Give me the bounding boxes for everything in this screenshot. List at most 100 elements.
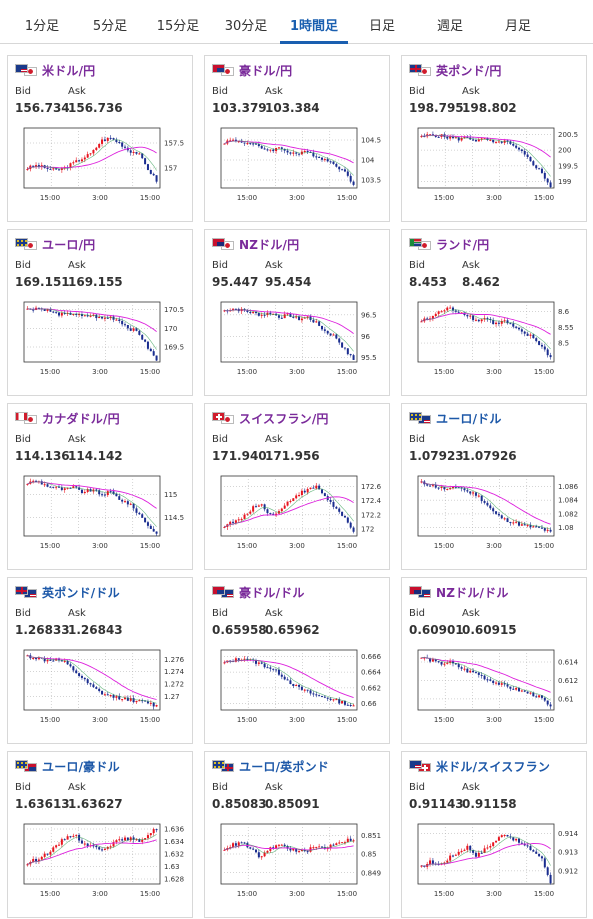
x-tick-label: 3:00 xyxy=(289,542,305,550)
ask-value: 198.802 xyxy=(462,101,517,115)
y-tick-label: 169.5 xyxy=(164,344,184,352)
tab-4[interactable]: 30分足 xyxy=(224,19,268,34)
ask-value: 8.462 xyxy=(462,275,500,289)
tab-7[interactable]: 週足 xyxy=(436,19,463,34)
rate-card[interactable]: カナダドル/円 Bid Ask 114.136 114.142 115 114.5 15:00… xyxy=(7,403,193,570)
tab-8[interactable]: 月足 xyxy=(504,19,531,34)
bid-value: 169.151 xyxy=(15,275,70,289)
bid-label: Bid xyxy=(409,782,425,793)
x-tick-label: 3:00 xyxy=(92,890,108,898)
mini-candle-chart[interactable]: 96.5 96 95.5 15:00 3:00 15:00 xyxy=(211,296,387,392)
pair-link[interactable]: ユーロ/豪ドル xyxy=(15,758,120,774)
y-tick-label: 1.632 xyxy=(164,851,184,859)
rate-card[interactable]: NZドル/円 Bid Ask 95.447 95.454 96.5 96 95.5 15:00 3… xyxy=(204,229,390,396)
rate-card[interactable]: NZドル/ドル Bid Ask 0.60901 0.60915 0.614 0.612 0.6… xyxy=(401,577,587,744)
bid-label: Bid xyxy=(409,260,425,271)
mini-candle-chart[interactable]: 0.851 0.85 0.849 15:00 3:00 15:00 xyxy=(211,818,387,914)
pair-link[interactable]: ランド/円 xyxy=(409,236,489,252)
mini-candle-chart[interactable]: 172.6 172.4 172.2 172 15:00 3:00 15:00 xyxy=(211,470,387,566)
bid-label: Bid xyxy=(15,782,31,793)
x-tick-label: 3:00 xyxy=(289,890,305,898)
ask-label: Ask xyxy=(265,260,283,271)
y-tick-label: 172.6 xyxy=(361,483,382,491)
tab-5[interactable]: 1時間足 xyxy=(280,0,348,44)
mini-candle-chart[interactable]: 200.5 200 199.5 199 15:00 3:00 15:00 xyxy=(408,122,584,218)
y-tick-label: 96.5 xyxy=(361,311,377,319)
ask-value: 171.956 xyxy=(265,449,320,463)
flag-eu-icon xyxy=(15,760,28,769)
rate-card[interactable]: ランド/円 Bid Ask 8.453 8.462 8.6 8.55 8.5 15:00 3:00… xyxy=(401,229,587,396)
y-tick-label: 0.664 xyxy=(361,669,382,677)
y-tick-label: 170 xyxy=(164,325,177,333)
pair-link[interactable]: 米ドル/スイスフラン xyxy=(409,758,550,774)
y-tick-label: 0.612 xyxy=(558,677,578,685)
x-tick-label: 15:00 xyxy=(434,194,454,202)
rate-card[interactable]: 豪ドル/円 Bid Ask 103.379 103.384 104.5 104 103.5 15… xyxy=(204,55,390,222)
pair-name: カナダドル/円 xyxy=(42,411,120,426)
mini-candle-chart[interactable]: 8.6 8.55 8.5 15:00 3:00 15:00 xyxy=(408,296,584,392)
mini-candle-chart[interactable]: 104.5 104 103.5 15:00 3:00 15:00 xyxy=(211,122,387,218)
mini-candle-chart[interactable]: 157.5 157 15:00 3:00 15:00 xyxy=(14,122,190,218)
y-tick-label: 199.5 xyxy=(558,162,578,170)
rate-card[interactable]: 豪ドル/ドル Bid Ask 0.65958 0.65962 0.666 0.664 0.66… xyxy=(204,577,390,744)
mini-candle-chart[interactable]: 115 114.5 15:00 3:00 15:00 xyxy=(14,470,190,566)
pair-link[interactable]: 英ポンド/円 xyxy=(409,62,502,78)
pair-link[interactable]: 豪ドル/ドル xyxy=(212,584,305,600)
rate-card[interactable]: ユーロ/豪ドル Bid Ask 1.63613 1.63627 1.636 1.634 1.6… xyxy=(7,751,193,918)
mini-candle-chart[interactable]: 0.666 0.664 0.662 0.66 15:00 3:00 15:00 xyxy=(211,644,387,740)
x-tick-label: 15:00 xyxy=(237,542,257,550)
flag-za-icon xyxy=(409,238,422,247)
pair-name: 豪ドル/円 xyxy=(239,63,293,78)
pair-name: 米ドル/円 xyxy=(42,63,96,78)
rate-card[interactable]: ユーロ/ドル Bid Ask 1.07923 1.07926 1.086 1.084 1.08… xyxy=(401,403,587,570)
rate-card[interactable]: ユーロ/英ポンド Bid Ask 0.85083 0.85091 0.851 0.85 0.8… xyxy=(204,751,390,918)
pair-name: ユーロ/円 xyxy=(42,237,96,252)
x-tick-label: 3:00 xyxy=(486,368,502,376)
pair-link[interactable]: ユーロ/円 xyxy=(15,236,95,252)
pair-link[interactable]: カナダドル/円 xyxy=(15,410,120,426)
ask-label: Ask xyxy=(265,608,283,619)
x-tick-label: 15:00 xyxy=(337,368,357,376)
mini-candle-chart[interactable]: 170.5 170 169.5 15:00 3:00 15:00 xyxy=(14,296,190,392)
tab-2[interactable]: 5分足 xyxy=(92,19,128,34)
bid-value: 156.734 xyxy=(15,101,70,115)
pair-link[interactable]: NZドル/円 xyxy=(212,236,299,252)
pair-link[interactable]: 豪ドル/円 xyxy=(212,62,292,78)
ask-label: Ask xyxy=(265,782,283,793)
bid-value: 8.453 xyxy=(409,275,447,289)
y-tick-label: 1.086 xyxy=(558,483,579,491)
tab-1[interactable]: 1分足 xyxy=(24,19,60,34)
rate-card[interactable]: 英ポンド/ドル Bid Ask 1.26833 1.26843 1.276 1.274 1.2… xyxy=(7,577,193,744)
pair-link[interactable]: スイスフラン/円 xyxy=(212,410,329,426)
mini-candle-chart[interactable]: 0.914 0.913 0.912 15:00 3:00 15:00 xyxy=(408,818,584,914)
x-tick-label: 15:00 xyxy=(534,890,554,898)
mini-candle-chart[interactable]: 1.636 1.634 1.632 1.63 1.628 15:00 3:00 15:00 xyxy=(14,818,190,914)
x-tick-label: 15:00 xyxy=(237,368,257,376)
pair-link[interactable]: 英ポンド/ドル xyxy=(15,584,120,600)
currency-flags-icon xyxy=(409,760,433,772)
pair-name: NZドル/ドル xyxy=(436,585,509,600)
mini-candle-chart[interactable]: 0.614 0.612 0.61 15:00 3:00 15:00 xyxy=(408,644,584,740)
pair-link[interactable]: ユーロ/英ポンド xyxy=(212,758,329,774)
rate-card[interactable]: スイスフラン/円 Bid Ask 171.940 171.956 172.6 172.4 17… xyxy=(204,403,390,570)
tab-6[interactable]: 日足 xyxy=(368,19,395,34)
pair-link[interactable]: NZドル/ドル xyxy=(409,584,509,600)
x-tick-label: 15:00 xyxy=(140,368,160,376)
x-tick-label: 3:00 xyxy=(92,368,108,376)
bid-value: 95.447 xyxy=(212,275,259,289)
bid-label: Bid xyxy=(15,608,31,619)
rate-card[interactable]: 米ドル/スイスフラン Bid Ask 0.91143 0.91158 0.914 0.913… xyxy=(401,751,587,918)
mini-candle-chart[interactable]: 1.276 1.274 1.272 1.27 15:00 3:00 15:00 xyxy=(14,644,190,740)
y-tick-label: 0.61 xyxy=(558,695,574,703)
pair-link[interactable]: 米ドル/円 xyxy=(15,62,95,78)
rate-card[interactable]: ユーロ/円 Bid Ask 169.151 169.155 170.5 170 169.5 15… xyxy=(7,229,193,396)
pair-link[interactable]: ユーロ/ドル xyxy=(409,410,502,426)
x-tick-label: 15:00 xyxy=(434,890,454,898)
tab-3[interactable]: 15分足 xyxy=(156,19,200,34)
mini-candle-chart[interactable]: 1.086 1.084 1.082 1.08 15:00 3:00 15:00 xyxy=(408,470,584,566)
rate-card[interactable]: 英ポンド/円 Bid Ask 198.795 198.802 200.5 200 199.5 1… xyxy=(401,55,587,222)
y-tick-label: 96 xyxy=(361,333,370,341)
x-tick-label: 15:00 xyxy=(140,194,160,202)
bid-value: 1.26833 xyxy=(15,623,70,637)
rate-card[interactable]: 米ドル/円 Bid Ask 156.734 156.736 157.5 157 15:00 3:… xyxy=(7,55,193,222)
